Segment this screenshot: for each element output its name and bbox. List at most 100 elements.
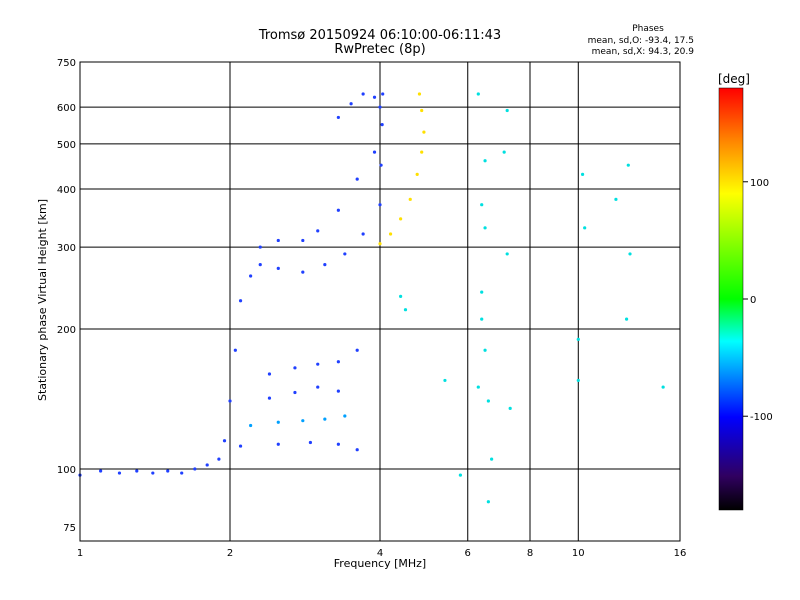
data-point: [336, 115, 340, 120]
data-point: [343, 252, 347, 256]
x-tick-label: 10: [572, 548, 585, 559]
data-point: [408, 197, 412, 201]
x-tick-label: 2: [227, 548, 233, 559]
data-point: [628, 252, 632, 256]
data-point: [276, 266, 280, 270]
data-point: [443, 378, 447, 383]
data-point: [576, 378, 580, 383]
data-point: [99, 469, 103, 473]
data-points: [78, 92, 665, 504]
data-point: [258, 263, 262, 267]
data-point: [316, 385, 320, 389]
data-point: [380, 123, 384, 127]
data-point: [249, 423, 253, 428]
data-point: [222, 439, 227, 443]
data-point: [483, 226, 487, 230]
data-point: [166, 469, 170, 473]
colorbar-tick-label: -100: [750, 412, 773, 423]
colorbar-tick-label: 0: [750, 295, 756, 306]
y-axis-label: Stationary phase Virtual Height [km]: [36, 199, 49, 401]
y-tick-label: 100: [57, 465, 76, 476]
colorbar-tick-label: 100: [750, 178, 769, 189]
data-point: [249, 274, 253, 278]
data-point: [626, 163, 630, 167]
x-tick-label: 4: [377, 548, 383, 559]
data-point: [580, 172, 585, 176]
data-point: [267, 372, 272, 376]
data-point: [420, 108, 424, 113]
data-point: [490, 457, 494, 461]
phases-line-o: mean, sd,O: -93.4, 17.5: [588, 36, 694, 46]
data-point: [399, 217, 403, 221]
data-point: [379, 163, 383, 167]
phases-heading: Phases: [632, 24, 664, 34]
data-point: [217, 457, 221, 461]
x-tick-label: 6: [465, 548, 471, 559]
data-point: [301, 238, 305, 243]
data-point: [316, 362, 320, 366]
x-axis-label: Frequency [MHz]: [334, 557, 426, 570]
data-point: [661, 385, 665, 389]
data-point: [267, 396, 272, 400]
data-point: [238, 444, 243, 448]
chart-title: Tromsø 20150924 06:10:00-06:11:43: [258, 28, 501, 43]
data-point: [417, 92, 422, 96]
phases-line-x: mean, sd,X: 94.3, 20.9: [592, 47, 695, 57]
data-point: [458, 473, 463, 477]
data-point: [576, 337, 580, 341]
data-point: [480, 203, 484, 207]
data-point: [135, 469, 139, 473]
data-point: [151, 471, 155, 475]
data-point: [355, 177, 359, 181]
data-point: [355, 348, 359, 352]
y-tick-labels: 75 100 200 300 400 500 600 750: [57, 58, 76, 534]
data-point: [228, 399, 232, 403]
data-point: [483, 159, 487, 163]
data-point: [378, 105, 382, 109]
y-tick-label: 300: [57, 243, 76, 254]
chart-subtitle: RwPretec (8p): [334, 42, 425, 57]
data-point: [378, 242, 382, 246]
data-point: [388, 232, 393, 236]
x-tick-label: 16: [674, 548, 687, 559]
data-point: [583, 226, 587, 230]
x-tick-labels: 1 2 4 6 8 10 16: [77, 548, 687, 559]
data-point: [193, 467, 197, 471]
data-point: [372, 150, 377, 154]
data-point: [293, 390, 297, 395]
data-point: [502, 150, 506, 154]
data-point: [238, 299, 243, 303]
data-point: [486, 500, 490, 504]
data-point: [336, 208, 340, 212]
data-point: [336, 442, 340, 446]
colorbar-label: [deg]: [718, 72, 750, 86]
data-point: [476, 385, 480, 389]
data-point: [624, 317, 629, 321]
data-point: [308, 440, 313, 445]
data-point: [480, 317, 484, 321]
colorbar: [718, 87, 744, 511]
grid-lines: [80, 62, 680, 541]
data-point: [508, 406, 512, 410]
data-point: [316, 229, 320, 233]
data-point: [293, 366, 297, 370]
data-point: [505, 252, 509, 256]
x-tick-label: 1: [77, 548, 83, 559]
data-point: [323, 417, 327, 421]
x-tick-label: 8: [527, 548, 533, 559]
data-point: [614, 197, 618, 201]
y-tick-label: 200: [57, 325, 76, 336]
data-point: [381, 92, 385, 96]
data-point: [476, 92, 480, 96]
data-point: [480, 290, 484, 294]
data-point: [372, 95, 377, 99]
data-point: [301, 419, 305, 423]
y-tick-label: 75: [63, 523, 76, 534]
colorbar-ticks: 100 0 -100: [743, 178, 773, 423]
data-point: [483, 348, 487, 352]
data-point: [180, 471, 184, 475]
data-point: [422, 130, 426, 134]
data-point: [336, 360, 340, 364]
data-point: [486, 399, 490, 403]
